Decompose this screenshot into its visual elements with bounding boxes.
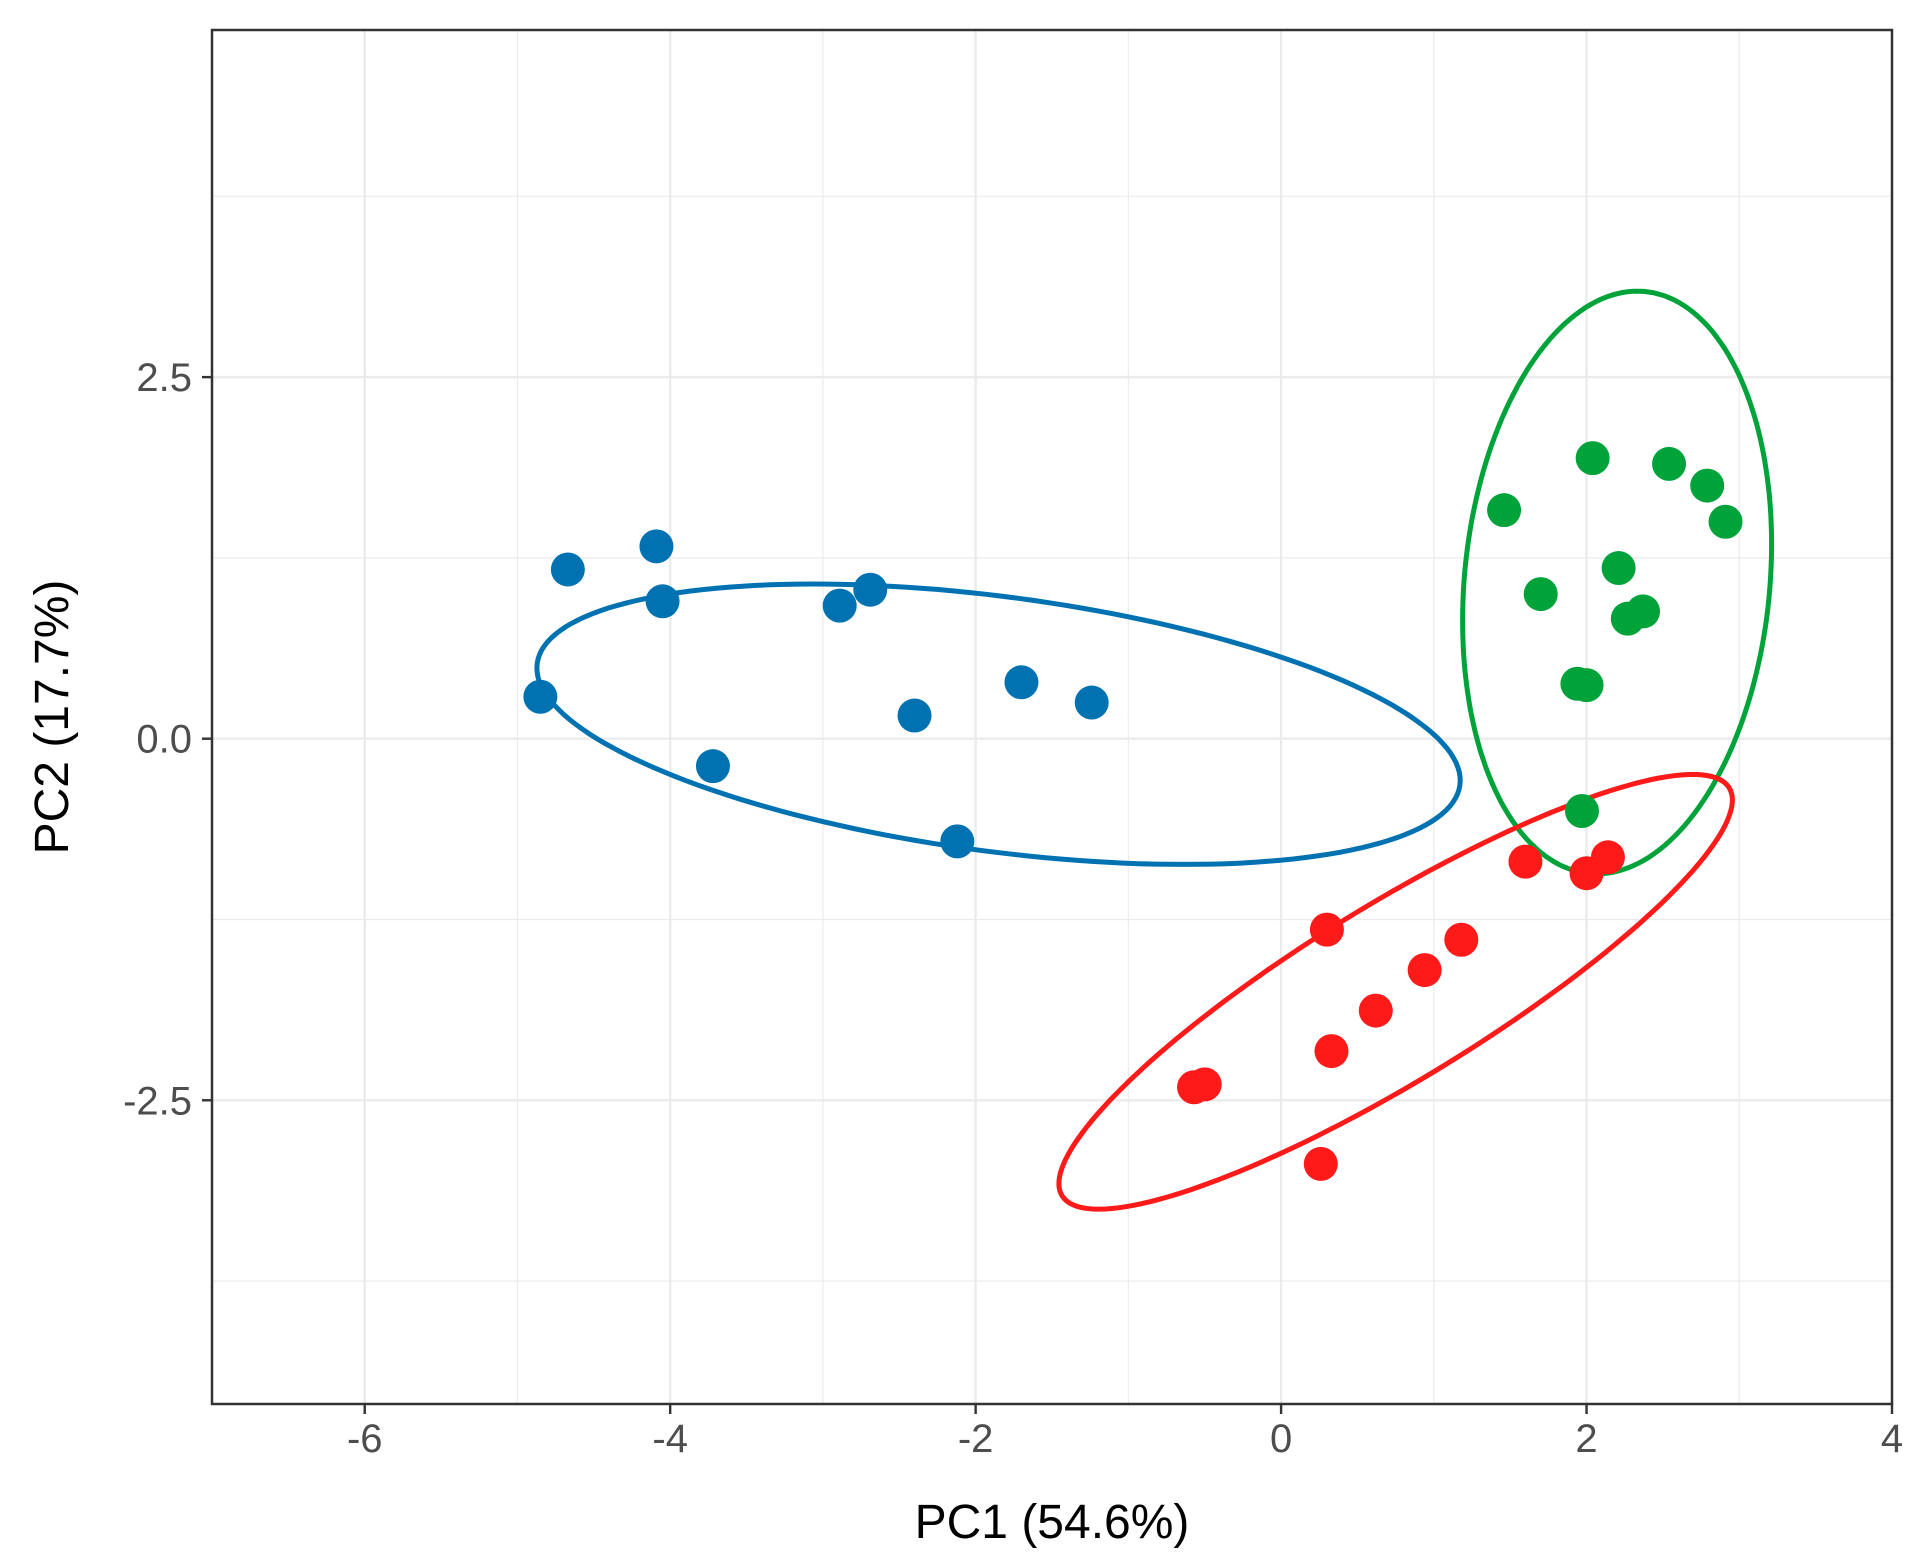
data-point-group-1 (822, 588, 857, 623)
x-tick-label: 4 (1881, 1417, 1903, 1461)
data-point-group-3 (1358, 993, 1393, 1028)
data-point-group-1 (1004, 665, 1039, 700)
data-point-group-1 (940, 824, 975, 859)
y-tick-label: 2.5 (136, 356, 192, 400)
data-point-group-3 (1407, 953, 1442, 988)
data-point-group-2 (1569, 668, 1604, 703)
y-tick-label: 0.0 (136, 718, 192, 762)
confidence-ellipse-1 (534, 581, 1463, 867)
data-points (523, 441, 1743, 1181)
x-tick-label: -4 (652, 1417, 688, 1461)
axes: -6 -4 -2 0 2 4 -2.5 0.0 2.5 (123, 356, 1903, 1461)
confidence-ellipses (534, 288, 1775, 1212)
plot-panel-border (210, 28, 1894, 1406)
data-point-group-2 (1626, 594, 1661, 629)
x-tick-label: 0 (1270, 1417, 1292, 1461)
data-point-group-2 (1601, 551, 1636, 586)
data-point-group-3 (1590, 840, 1625, 875)
data-point-group-2 (1708, 504, 1743, 539)
confidence-ellipse-3 (1056, 772, 1735, 1212)
x-tick-label: -6 (347, 1417, 383, 1461)
data-point-group-1 (1074, 685, 1109, 720)
data-point-group-2 (1564, 794, 1599, 829)
data-point-group-1 (897, 698, 932, 733)
data-point-group-1 (695, 749, 730, 784)
data-point-group-2 (1575, 441, 1610, 476)
data-point-group-3 (1314, 1034, 1349, 1069)
data-point-group-2 (1487, 493, 1522, 528)
x-axis-title: PC1 (54.6%) (915, 1496, 1190, 1549)
x-tick-label: -2 (958, 1417, 994, 1461)
data-point-group-2 (1523, 577, 1558, 612)
data-point-group-2 (1690, 468, 1725, 503)
data-point-group-2 (1652, 446, 1687, 481)
data-point-group-1 (853, 572, 888, 607)
x-tick-label: 2 (1575, 1417, 1597, 1461)
y-tick-label: -2.5 (123, 1079, 192, 1123)
data-point-group-3 (1309, 912, 1344, 947)
data-point-group-1 (645, 584, 680, 619)
y-axis-title: PC2 (17.7%) (26, 580, 79, 855)
data-point-group-3 (1444, 922, 1479, 957)
plot-panel-background (212, 30, 1892, 1404)
data-point-group-1 (639, 529, 674, 564)
data-point-group-1 (523, 679, 558, 714)
confidence-ellipse-2 (1460, 288, 1775, 877)
data-point-group-1 (550, 552, 585, 587)
data-point-group-3 (1303, 1146, 1338, 1181)
data-point-group-3 (1508, 844, 1543, 879)
data-point-group-3 (1187, 1067, 1222, 1102)
